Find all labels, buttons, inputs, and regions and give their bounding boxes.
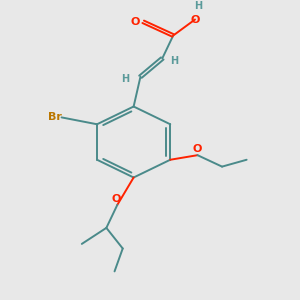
Text: H: H [170, 56, 178, 66]
Text: O: O [190, 14, 200, 25]
Text: H: H [194, 1, 202, 11]
Text: O: O [130, 17, 140, 27]
Text: Br: Br [48, 112, 62, 122]
Text: H: H [122, 74, 130, 84]
Text: O: O [111, 194, 121, 204]
Text: O: O [193, 145, 202, 154]
